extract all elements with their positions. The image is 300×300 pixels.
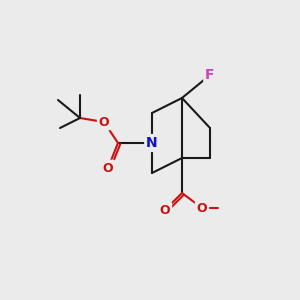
Text: O: O [160,203,170,217]
Text: O: O [103,161,113,175]
Text: O: O [197,202,207,214]
Text: O: O [99,116,109,128]
Text: N: N [146,136,158,150]
Text: F: F [205,68,215,82]
